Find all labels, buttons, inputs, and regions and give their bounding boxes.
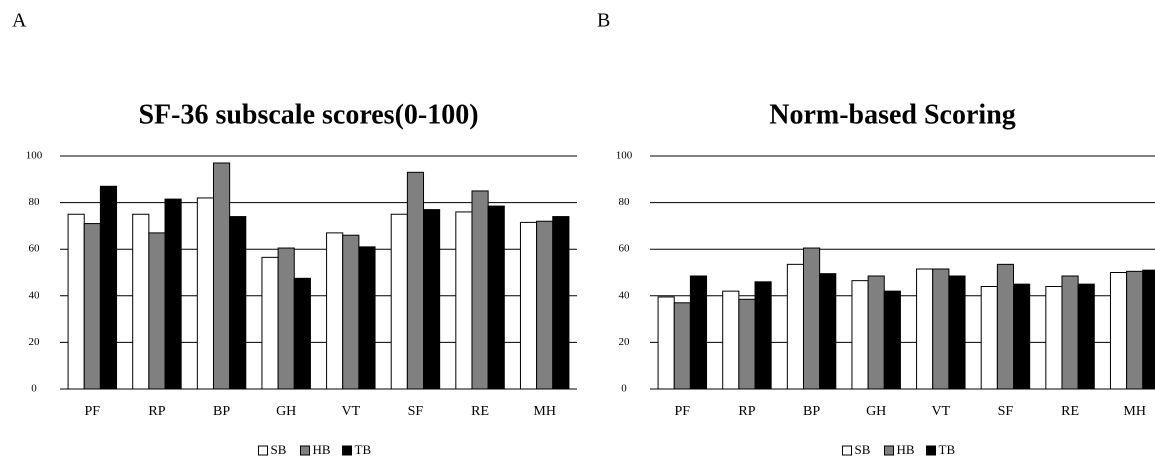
legend-swatch [884, 445, 894, 456]
x-tick-label: MH [533, 404, 556, 419]
x-tick-label: BP [803, 404, 820, 419]
bar [948, 275, 966, 390]
bar [487, 205, 505, 390]
x-tick-label: MH [1123, 404, 1146, 419]
panel-label: B [597, 10, 610, 32]
legend-label: TB [939, 442, 956, 457]
bar [657, 296, 675, 390]
bar [851, 280, 869, 390]
bar [358, 246, 376, 390]
bar [212, 162, 231, 390]
bar [536, 220, 554, 390]
bar [980, 285, 998, 390]
legend-swatch [842, 445, 852, 456]
legend-label: SB [271, 442, 287, 457]
y-tick-label: 60 [29, 243, 41, 255]
bar [196, 197, 214, 390]
legend-label: HB [897, 442, 915, 457]
bar [471, 190, 489, 390]
bar [722, 290, 740, 390]
bar [754, 281, 772, 390]
bar [932, 268, 950, 390]
bar [519, 221, 538, 390]
bar [1109, 272, 1128, 390]
bar [996, 263, 1015, 390]
bar [819, 273, 837, 390]
legend-swatch [342, 445, 352, 456]
legend-swatch [926, 445, 936, 456]
x-tick-label: GH [276, 404, 296, 419]
bar [99, 185, 118, 390]
bar [342, 234, 360, 390]
x-tick-label: PF [675, 404, 691, 419]
bar [67, 213, 85, 390]
x-tick-label: BP [213, 404, 230, 419]
x-tick-label: SF [998, 404, 1014, 419]
x-tick-label: RP [148, 404, 165, 419]
bar [802, 247, 821, 390]
panel-label: A [12, 10, 27, 32]
bar [867, 275, 885, 390]
x-tick-label: SF [408, 404, 424, 419]
legend-label: TB [355, 442, 372, 457]
y-tick-label: 100 [616, 150, 633, 162]
bar [132, 213, 150, 390]
bar [229, 216, 247, 390]
legend-swatch [300, 445, 310, 456]
bar [1061, 275, 1079, 390]
bar [423, 209, 441, 390]
y-tick-label: 0 [31, 383, 37, 395]
bar [277, 247, 295, 390]
y-tick-label: 100 [26, 150, 43, 162]
bar [738, 298, 756, 390]
x-tick-label: PF [85, 404, 101, 419]
y-tick-label: 20 [619, 336, 631, 348]
bar [261, 256, 279, 390]
bar [883, 290, 901, 390]
bar [406, 171, 425, 390]
bar [326, 232, 344, 390]
bar [455, 211, 473, 390]
bar [1077, 283, 1095, 390]
bar [916, 268, 934, 390]
bar [390, 213, 408, 390]
x-tick-label: VT [341, 404, 360, 419]
legend-label: SB [855, 442, 871, 457]
x-tick-label: RE [1061, 404, 1079, 419]
bar [1045, 285, 1063, 390]
chart-title: SF-36 subscale scores(0-100) [138, 99, 478, 130]
chart-title: Norm-based Scoring [769, 99, 1016, 130]
bar [148, 232, 166, 390]
bar [786, 263, 804, 390]
y-tick-label: 0 [621, 383, 627, 395]
y-tick-label: 80 [29, 196, 41, 208]
legend-swatch [258, 445, 268, 456]
bar [83, 223, 101, 390]
y-tick-label: 40 [29, 289, 41, 301]
bar [164, 198, 182, 390]
y-tick-label: 80 [619, 196, 631, 208]
bar [1126, 270, 1144, 390]
x-tick-label: GH [866, 404, 886, 419]
y-tick-label: 60 [619, 243, 631, 255]
y-tick-label: 40 [619, 289, 631, 301]
x-tick-label: RP [738, 404, 755, 419]
bar [673, 302, 691, 390]
bar [689, 275, 708, 390]
bar [1013, 283, 1031, 390]
x-tick-label: RE [471, 404, 489, 419]
bar [1142, 269, 1155, 390]
legend-label: HB [313, 442, 331, 457]
y-tick-label: 20 [29, 336, 41, 348]
bar [293, 277, 311, 390]
x-tick-label: VT [931, 404, 950, 419]
bar [552, 216, 570, 390]
